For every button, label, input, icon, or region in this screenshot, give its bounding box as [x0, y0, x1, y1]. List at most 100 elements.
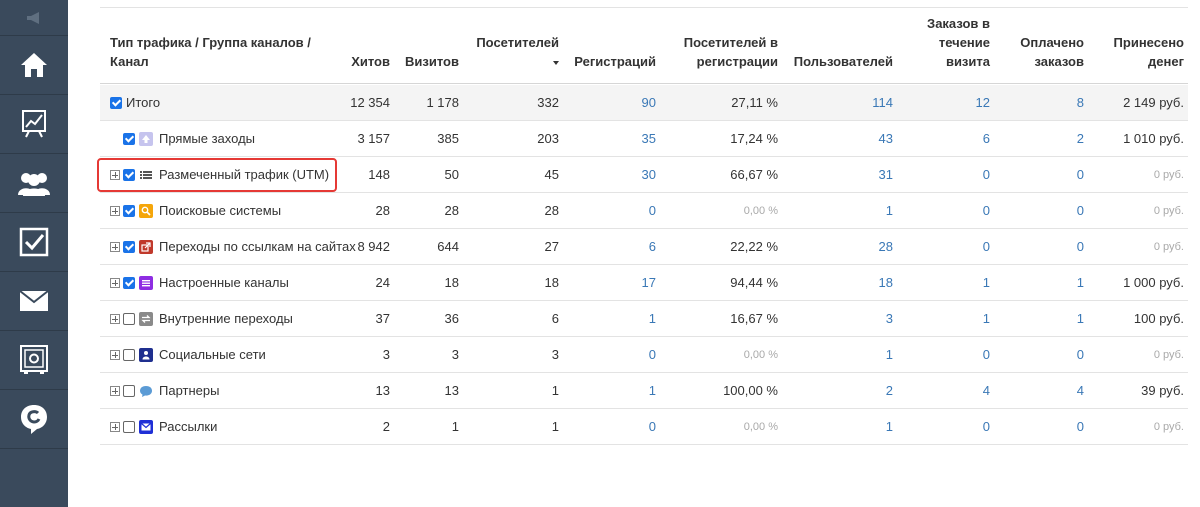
- report-table: Тип трафика / Группа каналов / Канал Хит…: [100, 0, 1188, 507]
- channel-name[interactable]: Рассылки: [159, 419, 218, 434]
- sidebar-collapse[interactable]: [0, 0, 68, 36]
- cell-registrations[interactable]: 90: [641, 95, 656, 110]
- cell-orders-visit[interactable]: 0: [982, 167, 990, 182]
- expand-toggle-icon[interactable]: [110, 242, 120, 252]
- table-row[interactable]: Внутренние переходы 37 36 6 1 16,67 % 3 1 1 100 р…: [100, 301, 1188, 337]
- cell-registrations[interactable]: 0: [648, 203, 656, 218]
- highlight-box: [97, 158, 337, 192]
- cell-paid[interactable]: 4: [1076, 383, 1084, 398]
- table-row-total[interactable]: Итого 12 354 1 178 332 90 27,11 % 114 12 8 2 149 …: [100, 85, 1188, 121]
- cell-registrations[interactable]: 30: [641, 167, 656, 182]
- expand-toggle-icon[interactable]: [110, 422, 120, 432]
- channel-name[interactable]: Настроенные каналы: [159, 275, 289, 290]
- expand-toggle-icon[interactable]: [110, 386, 120, 396]
- table-row[interactable]: Партнеры 13 13 1 1 100,00 % 2 4 4 39 руб.: [100, 373, 1188, 409]
- row-checkbox[interactable]: [110, 97, 122, 109]
- row-checkbox[interactable]: [123, 169, 135, 181]
- cell-paid[interactable]: 0: [1076, 239, 1084, 254]
- channel-name[interactable]: Партнеры: [159, 383, 220, 398]
- expand-toggle-icon[interactable]: [110, 206, 120, 216]
- cell-users[interactable]: 18: [878, 275, 893, 290]
- channel-name[interactable]: Внутренние переходы: [159, 311, 293, 326]
- mail-icon: [19, 290, 49, 311]
- cell-money: 0 руб.: [1153, 205, 1184, 217]
- sidebar-item-tasks[interactable]: [0, 213, 68, 272]
- channel-name[interactable]: Поисковые системы: [159, 203, 282, 218]
- header-visitors[interactable]: Посетителей: [449, 33, 559, 71]
- cell-orders-visit[interactable]: 0: [982, 203, 990, 218]
- channel-name[interactable]: Социальные сети: [159, 347, 266, 362]
- header-visitors-reg[interactable]: Посетителей в регистрации: [658, 33, 778, 71]
- header-orders-visit[interactable]: Заказов в течение визита: [890, 14, 990, 71]
- table-row[interactable]: Размеченный трафик (UTM) 148 50 45 30 66,67 %…: [100, 157, 1188, 193]
- row-checkbox[interactable]: [123, 241, 135, 253]
- header-hits[interactable]: Хитов: [310, 52, 390, 71]
- cell-users[interactable]: 28: [878, 239, 893, 254]
- cell-registrations[interactable]: 1: [648, 383, 656, 398]
- cell-orders-visit[interactable]: 6: [982, 131, 990, 146]
- header-visits[interactable]: Визитов: [379, 52, 459, 71]
- cell-registrations[interactable]: 17: [641, 275, 656, 290]
- sidebar-item-users[interactable]: [0, 154, 68, 213]
- header-paid[interactable]: Оплачено заказов: [994, 33, 1084, 71]
- cell-users[interactable]: 2: [885, 383, 893, 398]
- cell-paid[interactable]: 0: [1076, 203, 1084, 218]
- cell-users[interactable]: 3: [885, 311, 893, 326]
- cell-registrations[interactable]: 0: [648, 347, 656, 362]
- row-checkbox[interactable]: [123, 349, 135, 361]
- cell-users[interactable]: 114: [872, 95, 893, 110]
- header-users[interactable]: Пользователей: [778, 52, 893, 71]
- cell-users[interactable]: 1: [885, 203, 893, 218]
- row-checkbox[interactable]: [123, 421, 135, 433]
- sidebar-item-support[interactable]: [0, 390, 68, 449]
- cell-users[interactable]: 31: [878, 167, 893, 182]
- cell-orders-visit[interactable]: 0: [982, 419, 990, 434]
- cell-registrations[interactable]: 0: [648, 419, 656, 434]
- row-checkbox[interactable]: [123, 277, 135, 289]
- row-checkbox[interactable]: [123, 133, 135, 145]
- channel-name[interactable]: Размеченный трафик (UTM): [159, 167, 330, 182]
- header-registrations[interactable]: Регистраций: [546, 52, 656, 71]
- cell-paid[interactable]: 0: [1076, 347, 1084, 362]
- cell-paid[interactable]: 2: [1076, 131, 1084, 146]
- header-channel[interactable]: Тип трафика / Группа каналов / Канал: [110, 33, 340, 71]
- cell-users[interactable]: 1: [885, 347, 893, 362]
- cell-orders-visit[interactable]: 4: [982, 383, 990, 398]
- cell-orders-visit[interactable]: 0: [982, 239, 990, 254]
- table-row[interactable]: Переходы по ссылкам на сайтах 8 942 644 27 6…: [100, 229, 1188, 265]
- cell-paid[interactable]: 0: [1076, 419, 1084, 434]
- row-checkbox[interactable]: [123, 385, 135, 397]
- cell-users[interactable]: 1: [885, 419, 893, 434]
- cell-registrations[interactable]: 35: [641, 131, 656, 146]
- table-row[interactable]: Поисковые системы 28 28 28 0 0,00 % 1 0 0 0 руб.: [100, 193, 1188, 229]
- expand-toggle-icon[interactable]: [110, 314, 120, 324]
- sidebar-item-mail[interactable]: [0, 272, 68, 331]
- cell-orders-visit[interactable]: 1: [982, 275, 990, 290]
- cell-paid[interactable]: 1: [1076, 311, 1084, 326]
- table-row[interactable]: Рассылки 2 1 1 0 0,00 % 1 0 0 0 руб.: [100, 409, 1188, 445]
- row-checkbox[interactable]: [123, 205, 135, 217]
- cell-paid[interactable]: 0: [1076, 167, 1084, 182]
- cell-paid[interactable]: 1: [1076, 275, 1084, 290]
- sidebar-item-safe[interactable]: [0, 331, 68, 390]
- sidebar-item-analytics[interactable]: [0, 95, 68, 154]
- cell-registrations[interactable]: 6: [648, 239, 656, 254]
- expand-toggle-icon[interactable]: [110, 350, 120, 360]
- table-row[interactable]: Прямые заходы 3 157 385 203 35 17,24 % 43 6 2 1 0…: [100, 121, 1188, 157]
- expand-toggle-icon[interactable]: [110, 278, 120, 288]
- cell-registrations[interactable]: 1: [648, 311, 656, 326]
- cell-paid[interactable]: 8: [1076, 95, 1084, 110]
- sidebar: [0, 0, 68, 507]
- row-checkbox[interactable]: [123, 313, 135, 325]
- cell-users[interactable]: 43: [878, 131, 893, 146]
- sidebar-item-home[interactable]: [0, 36, 68, 95]
- header-money[interactable]: Принесено денег: [1094, 33, 1184, 71]
- channel-name[interactable]: Прямые заходы: [159, 131, 256, 146]
- table-row[interactable]: Настроенные каналы 24 18 18 17 94,44 % 18 1 1 1 0…: [100, 265, 1188, 301]
- cell-orders-visit[interactable]: 0: [982, 347, 990, 362]
- cell-orders-visit[interactable]: 1: [982, 311, 990, 326]
- expand-toggle-icon[interactable]: [110, 170, 120, 180]
- cell-orders-visit[interactable]: 12: [975, 95, 990, 110]
- table-row[interactable]: Социальные сети 3 3 3 0 0,00 % 1 0 0 0 руб.: [100, 337, 1188, 373]
- channel-name[interactable]: Переходы по ссылкам на сайтах: [159, 239, 356, 254]
